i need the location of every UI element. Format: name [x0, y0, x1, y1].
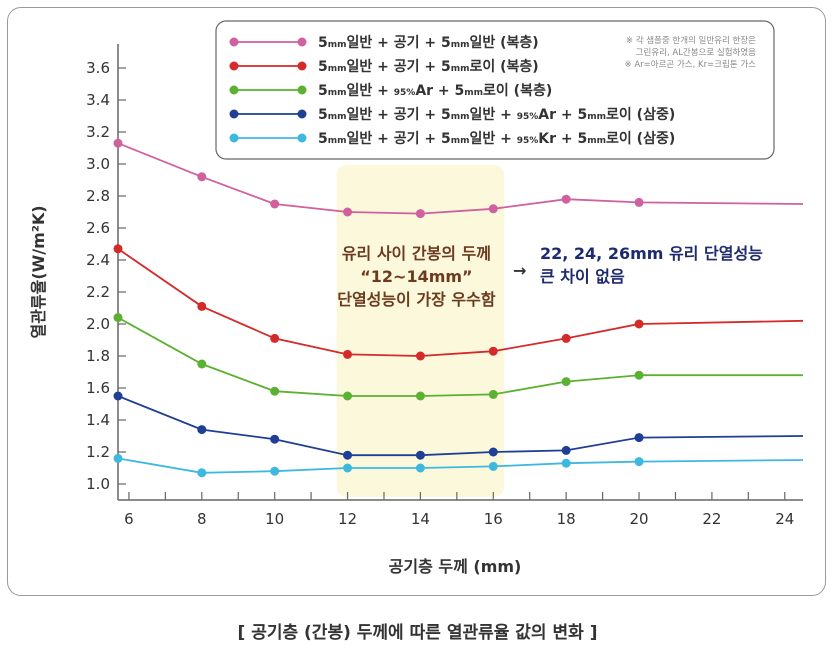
- data-point: [113, 453, 123, 463]
- legend-marker: [297, 37, 307, 47]
- data-point: [634, 370, 644, 380]
- legend-note: ※ 각 샘플중 한개의 일반유리 한장은: [626, 35, 756, 46]
- legend-marker: [229, 85, 239, 95]
- data-point: [561, 445, 571, 455]
- data-point: [197, 359, 207, 369]
- data-point: [270, 386, 280, 396]
- x-tick-label: 8: [197, 510, 207, 528]
- data-point: [197, 425, 207, 435]
- highlight-band: [336, 165, 505, 497]
- x-tick-label: 16: [484, 510, 503, 528]
- data-point: [343, 349, 353, 359]
- legend-note: ※ Ar=아르곤 가스, Kr=크립톤 가스: [625, 59, 757, 70]
- data-point: [415, 391, 425, 401]
- legend-marker: [297, 133, 307, 143]
- data-point: [634, 319, 644, 329]
- y-tick-label: 1.0: [86, 475, 110, 493]
- y-tick-label: 2.8: [86, 187, 110, 205]
- data-point: [634, 197, 644, 207]
- data-point: [343, 207, 353, 217]
- data-point: [343, 450, 353, 460]
- data-point: [561, 194, 571, 204]
- y-tick-label: 1.4: [86, 411, 110, 429]
- data-point: [561, 458, 571, 468]
- x-tick-label: 18: [557, 510, 576, 528]
- data-point: [488, 461, 498, 471]
- line-chart: 1.0 1.2 1.4 1.6 1.8 2.0 2.2 2.4 2.6 2.8 3.0 3.2 3.4 3…: [29, 20, 804, 576]
- data-point: [113, 244, 123, 254]
- legend-marker: [229, 37, 239, 47]
- data-point: [488, 346, 498, 356]
- data-point: [197, 468, 207, 478]
- data-point: [270, 199, 280, 209]
- y-tick-label: 1.2: [86, 443, 110, 461]
- y-tick-label: 2.0: [86, 315, 110, 333]
- x-tick-label: 12: [338, 510, 357, 528]
- arrow-icon: →: [513, 261, 526, 280]
- y-tick-label: 3.0: [86, 155, 110, 173]
- data-point: [343, 463, 353, 473]
- legend-entry-4: 5mm일반 + 공기 + 5mm일반 + 95%Ar + 5mm로이 (삼중): [318, 106, 675, 123]
- highlight-annotation: 유리 사이 간봉의 두께: [342, 244, 491, 263]
- data-point: [634, 433, 644, 443]
- legend-entry-5: 5mm일반 + 공기 + 5mm일반 + 95%Kr + 5mm로이 (삼중): [318, 130, 675, 147]
- y-tick-label: 3.6: [86, 59, 110, 77]
- legend-note: 그린유리, AL간봉으로 실험하였음: [636, 47, 756, 58]
- figure-caption: [ 공기층 (간봉) 두께에 따른 열관류율 값의 변화 ]: [237, 623, 598, 643]
- data-point: [634, 457, 644, 467]
- data-point: [113, 391, 123, 401]
- data-point: [415, 209, 425, 219]
- legend-marker: [229, 109, 239, 119]
- legend-entry-1: 5mm일반 + 공기 + 5mm일반 (복층): [318, 34, 539, 51]
- data-point: [197, 172, 207, 182]
- y-tick-label: 3.4: [86, 91, 110, 109]
- legend-box: [215, 20, 775, 160]
- data-point: [113, 138, 123, 148]
- data-point: [415, 463, 425, 473]
- x-axis-title: 공기층 두께 (mm): [389, 557, 522, 576]
- data-point: [270, 333, 280, 343]
- legend-marker: [229, 133, 239, 143]
- x-tick-label: 22: [702, 510, 721, 528]
- legend-entry-3: 5mm일반 + 95%Ar + 5mm로이 (복층): [318, 82, 552, 99]
- y-tick-label: 1.6: [86, 379, 110, 397]
- data-point: [415, 450, 425, 460]
- legend-marker: [297, 109, 307, 119]
- y-tick-label: 3.2: [86, 123, 110, 141]
- data-point: [113, 313, 123, 323]
- legend-marker: [297, 61, 307, 71]
- data-point: [197, 301, 207, 311]
- x-tick-label: 10: [265, 510, 284, 528]
- data-point: [561, 377, 571, 387]
- data-point: [415, 351, 425, 361]
- highlight-annotation: 단열성능이 가장 우수함: [337, 290, 496, 309]
- x-tick-label: 20: [629, 510, 648, 528]
- highlight-annotation: “12~14mm”: [360, 267, 472, 286]
- data-point: [270, 434, 280, 444]
- data-point: [561, 333, 571, 343]
- side-annotation: 큰 차이 없음: [540, 267, 625, 286]
- x-tick-label: 6: [124, 510, 134, 528]
- legend-marker: [229, 61, 239, 71]
- data-point: [343, 391, 353, 401]
- x-tick-label: 24: [775, 510, 794, 528]
- y-tick-label: 2.6: [86, 219, 110, 237]
- data-point: [488, 389, 498, 399]
- legend-entry-2: 5mm일반 + 공기 + 5mm로이 (복층): [318, 58, 539, 75]
- data-point: [270, 466, 280, 476]
- side-annotation: 22, 24, 26mm 유리 단열성능: [540, 244, 763, 263]
- x-tick-label: 14: [411, 510, 430, 528]
- data-point: [488, 204, 498, 214]
- data-point: [488, 447, 498, 457]
- y-tick-label: 2.4: [86, 251, 110, 269]
- legend-marker: [297, 85, 307, 95]
- y-tick-label: 1.8: [86, 347, 110, 365]
- y-tick-label: 2.2: [86, 283, 110, 301]
- y-axis-title: 열관류율(W/m²K): [29, 205, 48, 338]
